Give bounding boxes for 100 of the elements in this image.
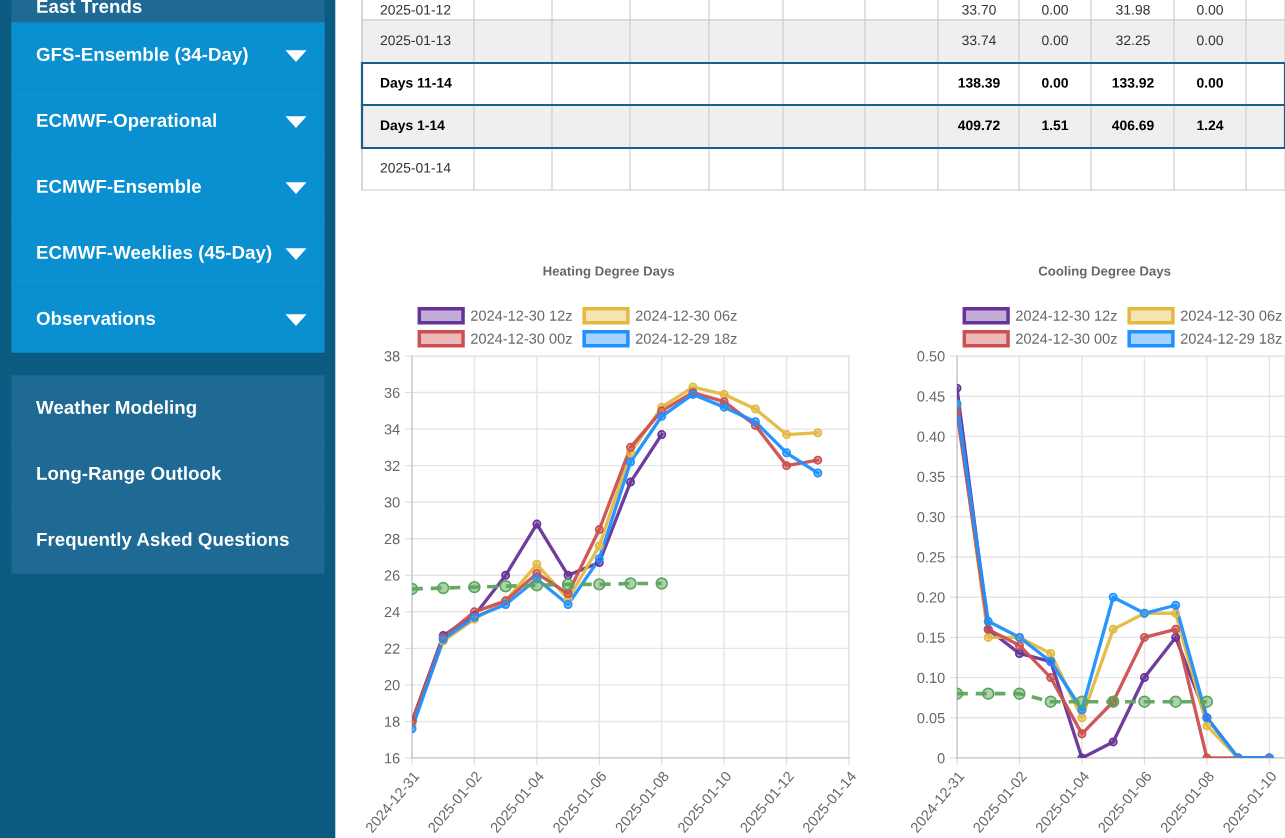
point (1171, 608, 1181, 618)
legend-label: 2024-12-30 00z (471, 333, 572, 344)
y-tick-label: 0.35 (917, 471, 945, 483)
point (1077, 713, 1087, 723)
point (625, 477, 636, 487)
point (1169, 695, 1182, 708)
text: 1.24 (1197, 120, 1224, 131)
point (593, 578, 606, 591)
point (501, 600, 511, 610)
text: 0.00 (1197, 77, 1223, 88)
y-tick-label: 0.15 (917, 632, 945, 643)
text: 0.00 (1197, 35, 1223, 46)
point (1171, 600, 1181, 610)
text: 2025-01-12 (380, 4, 451, 15)
y-tick-label: 0.05 (917, 712, 945, 724)
y-tick-label: 26 (384, 570, 400, 581)
y-tick-label: 20 (384, 680, 400, 691)
text: 138.39 (958, 77, 1000, 88)
point (1108, 737, 1118, 747)
text: Days 11-14 (380, 78, 452, 91)
text: Days 1-14 (380, 120, 445, 133)
point (813, 455, 823, 465)
legend-label: 2024-12-30 06z (1180, 310, 1282, 321)
point (501, 570, 511, 580)
text: 33.74 (962, 35, 996, 46)
point (1171, 624, 1181, 634)
text: Observations (36, 311, 156, 326)
point (1014, 640, 1024, 650)
y-tick-label: 0.25 (917, 552, 945, 563)
chart-title: Heating Degree Days (543, 266, 675, 279)
point (625, 457, 636, 467)
point (532, 519, 542, 529)
text: 0.00 (1197, 4, 1223, 15)
y-tick-label: 0 (937, 753, 945, 764)
legend-label: 2024-12-29 18z (635, 333, 737, 344)
point (982, 687, 995, 700)
point (1046, 673, 1056, 683)
point (1013, 687, 1026, 700)
y-tick-label: 34 (384, 424, 400, 435)
point (657, 411, 667, 421)
point (436, 581, 450, 595)
text: 2025-01-14 (380, 162, 451, 173)
point (1014, 648, 1024, 658)
text: ECMWF-Ensemble (37, 179, 201, 194)
legend-label: 2024-12-30 06z (635, 310, 737, 321)
point (1171, 632, 1181, 642)
point (782, 430, 792, 440)
chart-title: Cooling Degree Days (1038, 266, 1171, 279)
y-tick-label: 24 (384, 606, 400, 618)
point (594, 525, 604, 535)
point (750, 404, 760, 414)
point (1108, 624, 1118, 634)
point (563, 600, 573, 610)
point (624, 577, 637, 590)
point (499, 580, 512, 593)
point (1075, 695, 1089, 708)
point (1139, 673, 1149, 683)
point (1202, 721, 1212, 731)
point (530, 579, 544, 592)
y-tick-label: 0.20 (917, 592, 945, 603)
text: 133.92 (1112, 77, 1154, 88)
point (594, 541, 604, 551)
text: Long-Range Outlook (37, 466, 222, 484)
point (1044, 695, 1057, 708)
point (983, 632, 993, 642)
legend-label: 2024-12-29 18z (1180, 333, 1282, 344)
text: ECMWF-Weeklies (45-Day) (37, 245, 272, 263)
y-tick-label: 0.50 (917, 351, 945, 362)
point (1200, 695, 1214, 708)
y-tick-label: 0.40 (917, 431, 945, 442)
y-tick-label: 22 (384, 643, 400, 654)
point (813, 468, 823, 478)
point (532, 559, 542, 569)
point (655, 577, 668, 590)
y-tick-label: 0.45 (917, 391, 945, 402)
y-tick-label: 32 (384, 460, 400, 472)
text: East Trends (37, 0, 142, 14)
point (1108, 592, 1118, 602)
point (468, 580, 481, 594)
text: ECMWF-Operational (37, 113, 216, 131)
point (813, 428, 823, 438)
y-tick-label: 0.30 (917, 511, 945, 523)
point (1138, 695, 1151, 708)
point (782, 448, 792, 458)
point (719, 402, 729, 412)
text: 409.72 (957, 120, 1000, 131)
y-tick-label: 30 (384, 497, 400, 508)
text: 0.00 (1042, 35, 1068, 46)
y-tick-label: 16 (385, 753, 400, 764)
y-tick-label: 18 (385, 716, 400, 727)
point (782, 461, 792, 471)
text: 2025-01-13 (380, 35, 451, 46)
point (625, 442, 636, 452)
point (1077, 729, 1087, 739)
text: Weather Modeling (36, 400, 196, 418)
legend-label: 2024-12-30 12z (471, 310, 572, 321)
point (1139, 632, 1149, 642)
y-tick-label: 28 (384, 533, 400, 545)
text: Frequently Asked Questions (37, 532, 289, 550)
y-tick-label: 0.10 (917, 672, 945, 684)
